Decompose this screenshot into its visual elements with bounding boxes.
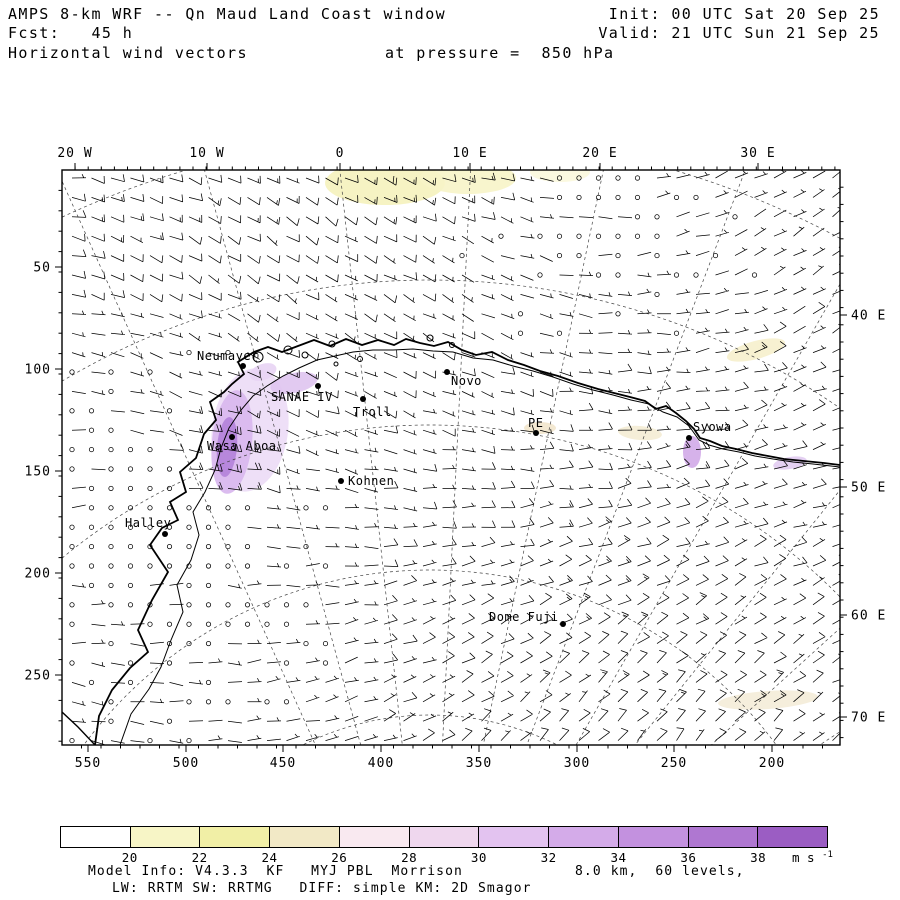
svg-text:40 E: 40 E	[851, 309, 886, 324]
station-dot	[315, 383, 321, 389]
colorbar-segment	[61, 827, 131, 847]
svg-text:50 E: 50 E	[851, 481, 886, 496]
station-dot	[444, 369, 450, 375]
svg-text:250: 250	[25, 669, 51, 684]
colorbar-tick-label: 28	[401, 850, 418, 865]
svg-text:50: 50	[33, 261, 51, 276]
svg-text:20 W: 20 W	[57, 146, 92, 161]
pressure-level: at pressure = 850 hPa	[385, 44, 615, 62]
colorbar-segment	[130, 827, 201, 847]
colorbar-segment	[339, 827, 410, 847]
station-label: Kohnen	[348, 474, 394, 488]
forecast-hour: Fcst: 45 h	[8, 24, 134, 42]
station-dot	[162, 531, 168, 537]
station-label: SANAE IV	[271, 390, 333, 404]
svg-text:450: 450	[270, 756, 296, 771]
valid-time: Valid: 21 UTC Sun 21 Sep 25	[598, 24, 880, 42]
station-dot	[360, 396, 366, 402]
svg-text:200: 200	[25, 567, 51, 582]
colorbar-segment	[409, 827, 480, 847]
svg-text:10 W: 10 W	[189, 146, 224, 161]
axis-labels: 20 W 10 W 0 10 E 20 E 30 E 550 500 450 400 350 300 2…	[25, 146, 886, 771]
colorbar-tick-label: 38	[750, 850, 767, 865]
field-name: Horizontal wind vectors	[8, 44, 248, 62]
colorbar-segment	[758, 827, 828, 847]
colorbar-tick-label: 32	[540, 850, 557, 865]
svg-text:400: 400	[368, 756, 394, 771]
station-dot	[533, 430, 539, 436]
station-dot	[229, 434, 235, 440]
axis-ticks	[55, 163, 847, 752]
wind-barbs	[69, 170, 840, 745]
colorbar-segment	[618, 827, 689, 847]
colorbar-tick-label: 20	[121, 850, 138, 865]
svg-text:250: 250	[661, 756, 687, 771]
station-dot	[560, 621, 566, 627]
colorbar-tick-label: 34	[610, 850, 627, 865]
colorbar-segment	[549, 827, 619, 847]
colorbar-tick-label: 36	[680, 850, 697, 865]
svg-text:70 E: 70 E	[851, 711, 886, 726]
colorbar-tick-label: 24	[261, 850, 278, 865]
svg-text:0: 0	[336, 146, 345, 161]
colorbar-tick-label: 22	[191, 850, 208, 865]
init-time: Init: 00 UTC Sat 20 Sep 25	[608, 5, 880, 23]
stations: Neumayer SANAE IV Troll Novo Wasa Aboa Kohnen…	[125, 349, 732, 627]
svg-text:30 E: 30 E	[740, 146, 775, 161]
station-label: Halley	[125, 516, 171, 530]
svg-text:550: 550	[75, 756, 101, 771]
colorbar-segment	[688, 827, 759, 847]
model-info-grid: 8.0 km, 60 levels,	[575, 864, 745, 879]
colorbar-segment	[200, 827, 271, 847]
colorbar-segment	[270, 827, 340, 847]
svg-text:150: 150	[25, 465, 51, 480]
svg-text:500: 500	[173, 756, 199, 771]
svg-text:60 E: 60 E	[851, 609, 886, 624]
colorbar-unit-label: m s -1	[792, 850, 833, 866]
station-label: Novo	[451, 374, 482, 388]
coastline	[62, 334, 840, 745]
colorbar-tick-label: 30	[470, 850, 487, 865]
station-label: Syowa	[693, 420, 732, 434]
svg-text:300: 300	[564, 756, 590, 771]
station-dot	[338, 478, 344, 484]
station-label: PE	[528, 416, 543, 430]
svg-text:350: 350	[466, 756, 492, 771]
station-dot	[686, 435, 692, 441]
svg-text:200: 200	[759, 756, 785, 771]
wind-speed-colorbar	[60, 826, 828, 848]
station-label: Dome Fuji	[489, 610, 559, 624]
model-info-line1: Model Info: V4.3.3 KF MYJ PBL Morrison	[88, 864, 463, 879]
map-frame	[61, 169, 841, 746]
colorbar-segment	[479, 827, 550, 847]
station-label: Wasa Aboa	[207, 439, 277, 453]
model-info-line2: LW: RRTM SW: RRTMG DIFF: simple KM: 2D S…	[112, 881, 532, 896]
svg-text:10 E: 10 E	[452, 146, 487, 161]
plot-title: AMPS 8-km WRF -- Qn Maud Land Coast wind…	[8, 5, 447, 23]
svg-text:20 E: 20 E	[582, 146, 617, 161]
wind-speed-shading	[211, 170, 818, 710]
station-label: Troll	[353, 405, 392, 419]
svg-text:100: 100	[25, 363, 51, 378]
colorbar-tick-label: 26	[331, 850, 348, 865]
station-label: Neumayer	[197, 349, 259, 363]
station-dot	[240, 363, 246, 369]
